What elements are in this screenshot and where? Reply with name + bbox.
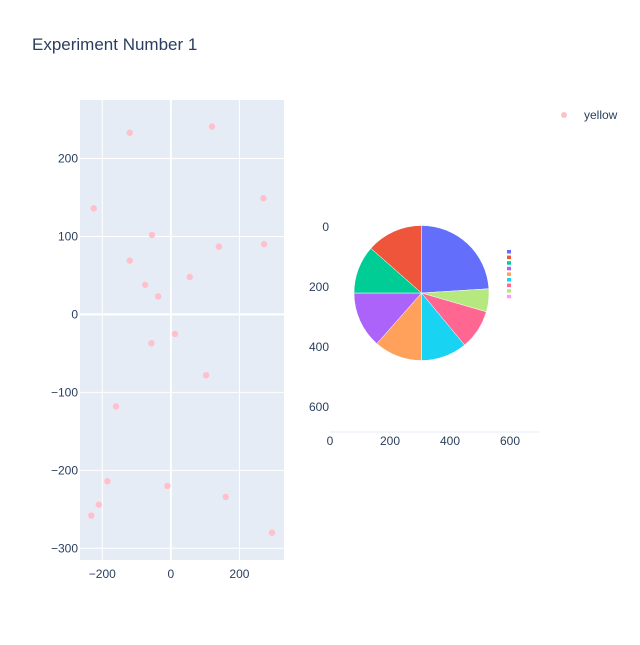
scatter-point[interactable] <box>154 293 162 300</box>
scatter-point[interactable] <box>186 273 193 281</box>
pie-y-tick-label: 200 <box>309 280 329 294</box>
scatter-point[interactable] <box>208 123 216 130</box>
scatter-point[interactable] <box>104 478 111 485</box>
scatter-gridlines <box>80 100 284 560</box>
pie-x-tick-label: 200 <box>380 434 400 448</box>
scatter-point[interactable] <box>112 403 120 410</box>
scatter-y-tick-label: 100 <box>58 229 78 243</box>
legend-label: yellow <box>584 108 618 122</box>
scatter-point[interactable] <box>202 372 210 379</box>
scatter-point[interactable] <box>126 257 133 264</box>
scatter-panel: −200 0 200 −300 −200 −100 0 100 200 <box>51 100 284 581</box>
scatter-point[interactable] <box>260 241 268 248</box>
pie-slices[interactable] <box>353 225 490 361</box>
pie-legend-swatch <box>507 278 511 282</box>
pie-legend-swatch <box>507 283 511 288</box>
pie-x-tick-labels: 0 200 400 600 <box>327 434 521 448</box>
scatter-point[interactable] <box>126 129 133 136</box>
pie-y-tick-label: 0 <box>322 220 329 234</box>
pie-slice[interactable] <box>421 225 490 294</box>
scatter-point[interactable] <box>260 195 267 202</box>
pie-slice[interactable] <box>370 225 422 294</box>
scatter-point[interactable] <box>164 482 171 490</box>
pie-slice[interactable] <box>353 292 423 344</box>
scatter-point[interactable] <box>141 281 149 288</box>
pie-x-tick-label: 0 <box>327 434 334 448</box>
pie-legend-swatch <box>507 261 511 265</box>
pie-legend-swatch <box>507 294 511 299</box>
scatter-x-tick-labels: −200 0 200 <box>89 567 250 581</box>
pie-y-tick-label: 600 <box>309 400 329 414</box>
scatter-x-tick-label: 0 <box>168 567 175 581</box>
pie-y-tick-labels: 0 200 400 600 <box>309 220 329 414</box>
pie-x-tick-label: 400 <box>440 434 460 448</box>
pie-legend-swatch <box>507 272 511 276</box>
scatter-point[interactable] <box>95 501 103 508</box>
chart-title: Experiment Number 1 <box>32 35 197 54</box>
scatter-point[interactable] <box>171 330 179 338</box>
pie-panel: 0 200 400 600 0 200 400 600 <box>309 220 540 448</box>
scatter-y-tick-labels: −300 −200 −100 0 100 200 <box>51 151 78 555</box>
scatter-point[interactable] <box>215 243 223 250</box>
pie-legend-swatch <box>507 250 511 254</box>
scatter-plot-area <box>80 100 284 560</box>
scatter-y-tick-label: −200 <box>51 463 78 477</box>
scatter-point[interactable] <box>268 529 276 536</box>
pie-embedded-legend <box>507 250 511 299</box>
scatter-y-tick-label: −100 <box>51 385 78 399</box>
scatter-point[interactable] <box>148 340 155 347</box>
scatter-x-tick-label: −200 <box>89 567 116 581</box>
pie-legend-swatch <box>507 289 511 293</box>
legend[interactable]: yellow <box>561 108 618 122</box>
pie-legend-swatch <box>507 266 511 271</box>
pie-y-tick-label: 400 <box>309 340 329 354</box>
scatter-point[interactable] <box>222 493 229 501</box>
scatter-y-tick-label: 200 <box>58 151 78 165</box>
scatter-y-tick-label: −300 <box>51 541 78 555</box>
scatter-point[interactable] <box>90 205 97 212</box>
legend-marker <box>561 112 567 118</box>
pie-x-tick-label: 600 <box>500 434 520 448</box>
scatter-y-tick-label: 0 <box>71 307 78 321</box>
scatter-point[interactable] <box>148 231 156 239</box>
pie-legend-swatch <box>507 255 511 260</box>
scatter-x-tick-label: 200 <box>229 567 249 581</box>
scatter-points[interactable] <box>88 123 276 536</box>
scatter-point[interactable] <box>88 512 95 519</box>
